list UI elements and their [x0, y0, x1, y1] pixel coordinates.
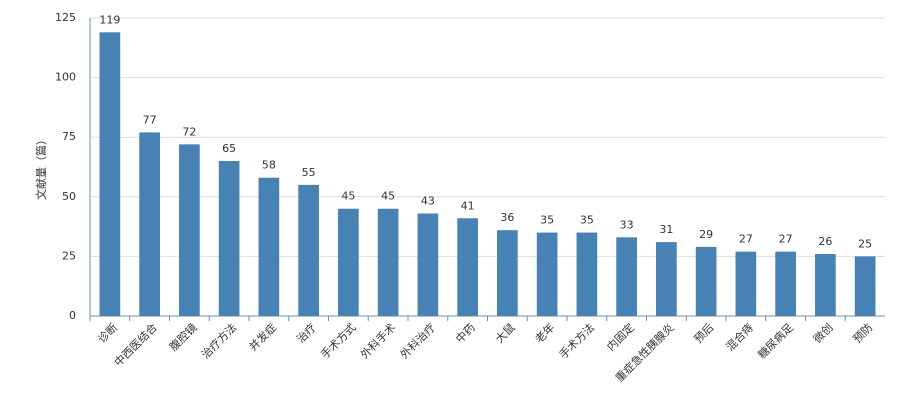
- x-tick-label: 治疗: [293, 320, 318, 345]
- x-tick-label: 治疗方法: [198, 320, 239, 361]
- bar: [218, 161, 240, 316]
- value-label: 31: [659, 223, 673, 236]
- value-label: 119: [99, 13, 120, 26]
- value-label: 27: [779, 233, 793, 246]
- bar: [99, 32, 121, 316]
- value-label: 55: [302, 166, 316, 179]
- bar: [576, 232, 598, 316]
- x-tick-label: 老年: [532, 320, 557, 345]
- x-tick-label: 诊断: [95, 320, 120, 345]
- y-tick-label: 125: [55, 11, 76, 24]
- bar: [497, 230, 518, 316]
- value-label: 77: [143, 113, 157, 126]
- bar: [417, 213, 439, 316]
- bar: [139, 132, 160, 316]
- bar: [179, 144, 200, 316]
- x-tick-label: 腹腔镜: [166, 320, 199, 353]
- x-tick-label: 预防: [850, 320, 875, 345]
- bar: [775, 251, 796, 316]
- bar: [656, 242, 677, 316]
- value-label: 43: [421, 194, 435, 207]
- value-label: 41: [461, 199, 475, 212]
- bar: [457, 218, 478, 316]
- x-tick-label: 混合痔: [723, 320, 756, 353]
- bar: [695, 246, 717, 316]
- bar: [258, 177, 280, 316]
- x-tick-label: 外科治疗: [397, 320, 438, 361]
- x-tick-label: 微创: [810, 320, 835, 345]
- value-label: 65: [222, 142, 236, 155]
- bar: [735, 251, 757, 316]
- value-label: 45: [381, 190, 395, 203]
- x-tick-label: 中药: [453, 321, 478, 346]
- x-tick-label: 糖尿病足: [755, 320, 796, 361]
- x-tick-label: 预后: [692, 321, 717, 346]
- y-tick-label: 75: [62, 130, 76, 143]
- x-tick-label: 外科手术: [357, 320, 398, 361]
- value-label: 45: [341, 190, 355, 203]
- value-label: 72: [182, 125, 196, 138]
- value-label: 26: [818, 235, 832, 248]
- value-label: 29: [699, 228, 713, 241]
- y-tick-label: 100: [55, 71, 76, 84]
- x-tick-label: 手术方法: [556, 320, 597, 361]
- y-tick-label: 50: [62, 190, 76, 203]
- value-label: 35: [580, 214, 594, 227]
- value-label: 35: [540, 214, 554, 227]
- x-tick-label: 中西医结合: [111, 320, 160, 369]
- y-tick-label: 25: [62, 249, 76, 262]
- x-tick-label: 大鼠: [492, 320, 517, 345]
- value-label: 25: [858, 237, 872, 250]
- bar: [298, 184, 319, 316]
- value-label: 58: [262, 159, 276, 172]
- bar: [536, 232, 558, 316]
- bar: [377, 208, 399, 316]
- x-tick-label: 并发症: [246, 320, 279, 353]
- x-tick-label: 手术方式: [318, 320, 359, 361]
- value-label: 33: [620, 218, 634, 231]
- value-label: 36: [500, 211, 514, 224]
- x-tick-label: 内固定: [604, 320, 637, 353]
- bar: [616, 237, 637, 316]
- bar: [815, 254, 836, 316]
- bar: [338, 208, 359, 316]
- y-axis-label: 文献量（篇）: [34, 134, 48, 200]
- y-tick-label: 0: [69, 309, 76, 322]
- value-label: 27: [739, 233, 753, 246]
- bar: [854, 256, 876, 316]
